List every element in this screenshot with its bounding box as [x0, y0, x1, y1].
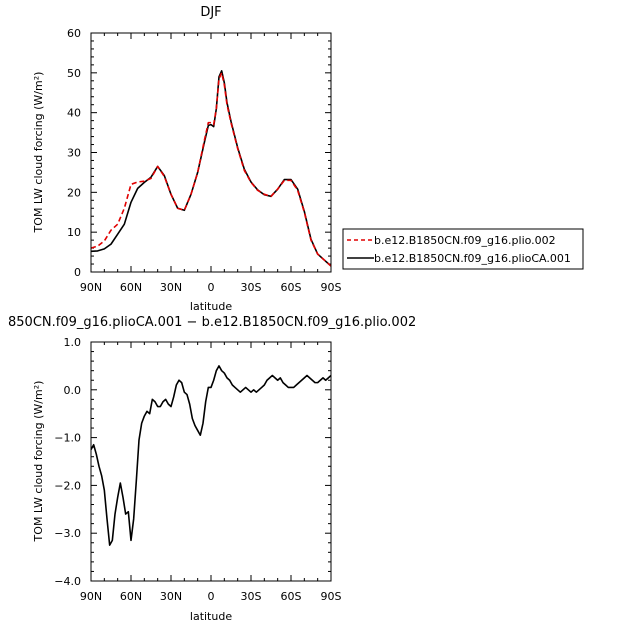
bottom-panel-frame — [90, 341, 332, 582]
top-panel-xlabel: latitude — [190, 300, 232, 313]
top-y-tick-label: 50 — [67, 67, 81, 80]
top-panel-series — [90, 70, 332, 267]
top-panel-frame — [90, 32, 332, 273]
top-series-line-1 — [90, 70, 332, 267]
bottom-x-tick-label: 30N — [160, 590, 182, 603]
legend-label-0: b.e12.B1850CN.f09_g16.plio.002 — [374, 234, 556, 247]
legend-label-1: b.e12.B1850CN.f09_g16.plioCA.001 — [374, 252, 571, 265]
top-panel-ticks: 90N 60N 30N 0 30S 60S 90S 0 10 20 30 40 50 60 — [67, 27, 342, 294]
top-x-tick-label: 60N — [120, 281, 142, 294]
bottom-y-tick-label: −1.0 — [54, 432, 81, 445]
bottom-y-tick-label: −4.0 — [54, 575, 81, 588]
top-y-tick-label: 60 — [67, 27, 81, 40]
top-panel-ylabel: TOM LW cloud forcing (W/m²) — [32, 72, 45, 234]
top-x-tick-label: 30N — [160, 281, 182, 294]
bottom-panel: 850CN.f09_g16.plioCA.001 − b.e12.B1850CN… — [8, 315, 416, 623]
legend-box — [342, 228, 584, 270]
bottom-y-tick-label: −3.0 — [54, 527, 81, 540]
bottom-panel-series — [90, 365, 332, 546]
top-y-tick-label: 30 — [67, 147, 81, 160]
legend: b.e12.B1850CN.f09_g16.plio.002 b.e12.B18… — [342, 228, 584, 270]
top-series-line-0 — [90, 72, 332, 267]
bottom-panel-ticks: 90N 60N 30N 0 30S 60S 90S 1.0 0.0 −1.0 −2.0 −3.0 −4.… — [54, 336, 341, 603]
bottom-panel-ylabel: TOM LW cloud forcing (W/m²) — [32, 381, 45, 543]
top-x-tick-label: 90S — [321, 281, 342, 294]
bottom-x-tick-label: 30S — [241, 590, 262, 603]
bottom-x-tick-label: 0 — [208, 590, 215, 603]
top-x-tick-label: 0 — [208, 281, 215, 294]
bottom-y-tick-label: −2.0 — [54, 479, 81, 492]
bottom-panel-title: 850CN.f09_g16.plioCA.001 − b.e12.B1850CN… — [8, 315, 416, 330]
bottom-x-tick-label: 60S — [281, 590, 302, 603]
top-y-tick-label: 40 — [67, 107, 81, 120]
top-panel: DJF 90N 60N 30N 0 30S 60S 90S 0 10 20 30 40 50 60 lat… — [32, 5, 342, 313]
bottom-x-tick-label: 90N — [80, 590, 102, 603]
bottom-x-tick-label: 90S — [321, 590, 342, 603]
top-panel-title: DJF — [200, 5, 221, 20]
top-x-tick-label: 30S — [241, 281, 262, 294]
bottom-panel-xlabel: latitude — [190, 610, 232, 623]
bottom-y-tick-label: 1.0 — [64, 336, 82, 349]
top-y-tick-label: 0 — [74, 266, 81, 279]
top-x-tick-label: 90N — [80, 281, 102, 294]
bottom-x-tick-label: 60N — [120, 590, 142, 603]
bottom-series-line-0 — [90, 365, 332, 546]
top-x-tick-label: 60S — [281, 281, 302, 294]
bottom-y-tick-label: 0.0 — [64, 384, 82, 397]
top-y-tick-label: 10 — [67, 226, 81, 239]
top-y-tick-label: 20 — [67, 186, 81, 199]
